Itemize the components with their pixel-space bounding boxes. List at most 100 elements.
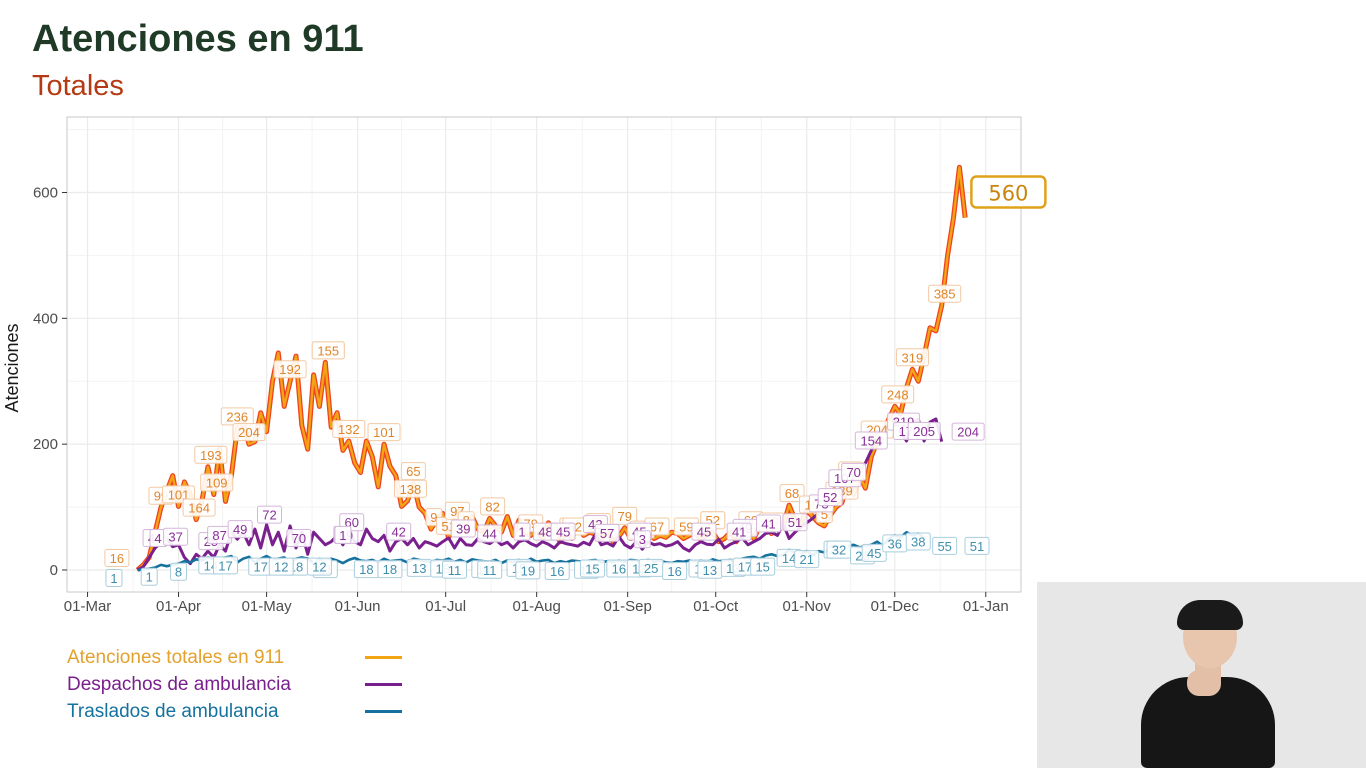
point-label-text: 15 — [585, 562, 599, 577]
point-label-text: 25 — [644, 561, 658, 576]
point-label-box — [895, 348, 929, 367]
point-label-traslados: 13 — [697, 560, 723, 579]
point-label-total: 204 — [232, 423, 266, 442]
x-tick-label: 01-Sep — [603, 598, 651, 615]
legend-swatch-despachos — [365, 683, 402, 686]
point-label-traslados: 16 — [662, 562, 688, 581]
point-labels: 1699101164193109236204192227155132101138… — [104, 284, 990, 587]
point-label-box — [861, 543, 887, 562]
point-label-despachos: 52 — [817, 488, 843, 507]
point-label-text: 87 — [212, 528, 226, 543]
point-label-box — [311, 341, 345, 360]
point-label-traslados: 16 — [544, 562, 570, 581]
point-label-traslados: 16 — [606, 559, 632, 578]
point-label-traslados: 12 — [306, 557, 332, 576]
highlight-label-text: 560 — [988, 181, 1028, 205]
point-label-traslados: 32 — [826, 540, 852, 559]
point-label-text: 101 — [168, 487, 190, 502]
point-label-box — [691, 522, 717, 541]
x-tick-label: 01-Aug — [512, 598, 560, 615]
point-label-total: 155 — [311, 341, 345, 360]
point-label-total: 132 — [332, 420, 366, 439]
point-label-total: 319 — [895, 348, 929, 367]
x-tick-label: 01-May — [242, 598, 293, 615]
point-label-text: 132 — [338, 422, 360, 437]
legend: Atenciones totales en 911 Despachos de a… — [67, 646, 407, 727]
point-label-total: 101 — [367, 423, 401, 442]
point-label-traslados: 45 — [861, 543, 887, 562]
point-label-box — [881, 385, 915, 404]
point-label-box — [841, 462, 867, 481]
interpreter-hand — [1187, 670, 1221, 696]
point-label-text: 55 — [937, 539, 951, 554]
x-tick-label: 01-Dec — [871, 598, 920, 615]
point-label-text: 3 — [639, 532, 646, 547]
point-label-text: 14 — [782, 551, 796, 566]
point-label-text: 67 — [650, 520, 664, 535]
point-label-total: 109 — [200, 473, 234, 492]
point-label-text: 1 — [110, 571, 117, 586]
point-label-despachos: 45 — [550, 522, 576, 541]
point-label-text: 17 — [254, 560, 268, 575]
point-label-box — [450, 519, 476, 538]
point-label-despachos: 37 — [163, 527, 189, 546]
point-label-despachos: 1 — [513, 522, 531, 541]
point-label-text: 109 — [206, 475, 228, 490]
legend-item-total: Atenciones totales en 911 — [67, 646, 407, 673]
point-label-text: 38 — [911, 534, 925, 549]
point-label-despachos: 205 — [907, 422, 941, 441]
point-label-box — [170, 562, 188, 581]
point-label-total: 236 — [220, 407, 254, 426]
y-tick-label: 400 — [33, 310, 58, 327]
point-label-box — [928, 284, 962, 303]
point-label-text: 101 — [373, 425, 395, 440]
point-label-box — [550, 522, 576, 541]
point-label-box — [854, 431, 888, 450]
point-label-box — [377, 560, 403, 579]
point-label-despachos: 204 — [951, 422, 985, 441]
y-axis-label: Atenciones — [2, 323, 22, 412]
point-label-box — [480, 497, 506, 516]
point-label-total: 138 — [393, 479, 427, 498]
point-label-text: 9 — [430, 510, 437, 525]
point-label-box — [932, 536, 958, 555]
point-label-text: 59 — [679, 520, 693, 535]
point-label-text: 16 — [612, 562, 626, 577]
point-label-traslados: 11 — [477, 560, 503, 579]
point-label-text: 70 — [292, 531, 306, 546]
point-label-despachos: 45 — [691, 522, 717, 541]
point-label-text: 51 — [788, 515, 802, 530]
point-label-text: 44 — [482, 527, 496, 542]
point-label-text: 4 — [154, 531, 161, 546]
point-label-traslados: 18 — [377, 560, 403, 579]
point-label-box — [794, 550, 820, 569]
point-label-box — [662, 562, 688, 581]
point-label-box — [441, 560, 467, 579]
point-label-text: 16 — [550, 564, 564, 579]
point-label-box — [964, 536, 990, 555]
point-label-text: 8 — [175, 565, 182, 580]
point-label-box — [200, 473, 234, 492]
point-label-text: 41 — [761, 516, 775, 531]
point-label-text: 42 — [391, 525, 405, 540]
point-label-text: 11 — [448, 563, 462, 578]
point-label-text: 82 — [485, 499, 499, 514]
point-label-despachos: 70 — [286, 528, 312, 547]
point-label-despachos: 70 — [841, 462, 867, 481]
point-label-text: 204 — [238, 425, 260, 440]
legend-label-total: Atenciones totales en 911 — [67, 647, 285, 668]
point-label-text: 18 — [359, 562, 373, 577]
grid — [67, 117, 1021, 592]
point-label-box — [268, 557, 294, 576]
point-label-box — [306, 557, 332, 576]
point-label-box — [286, 528, 312, 547]
point-label-text: 36 — [888, 536, 902, 551]
page-title: Atenciones en 911 — [32, 18, 364, 60]
point-label-total: 385 — [928, 284, 962, 303]
point-label-text: 52 — [823, 490, 837, 505]
point-label-traslados: 15 — [750, 557, 776, 576]
point-label-text: 164 — [188, 501, 210, 516]
point-label-box — [232, 423, 266, 442]
point-label-box — [367, 423, 401, 442]
